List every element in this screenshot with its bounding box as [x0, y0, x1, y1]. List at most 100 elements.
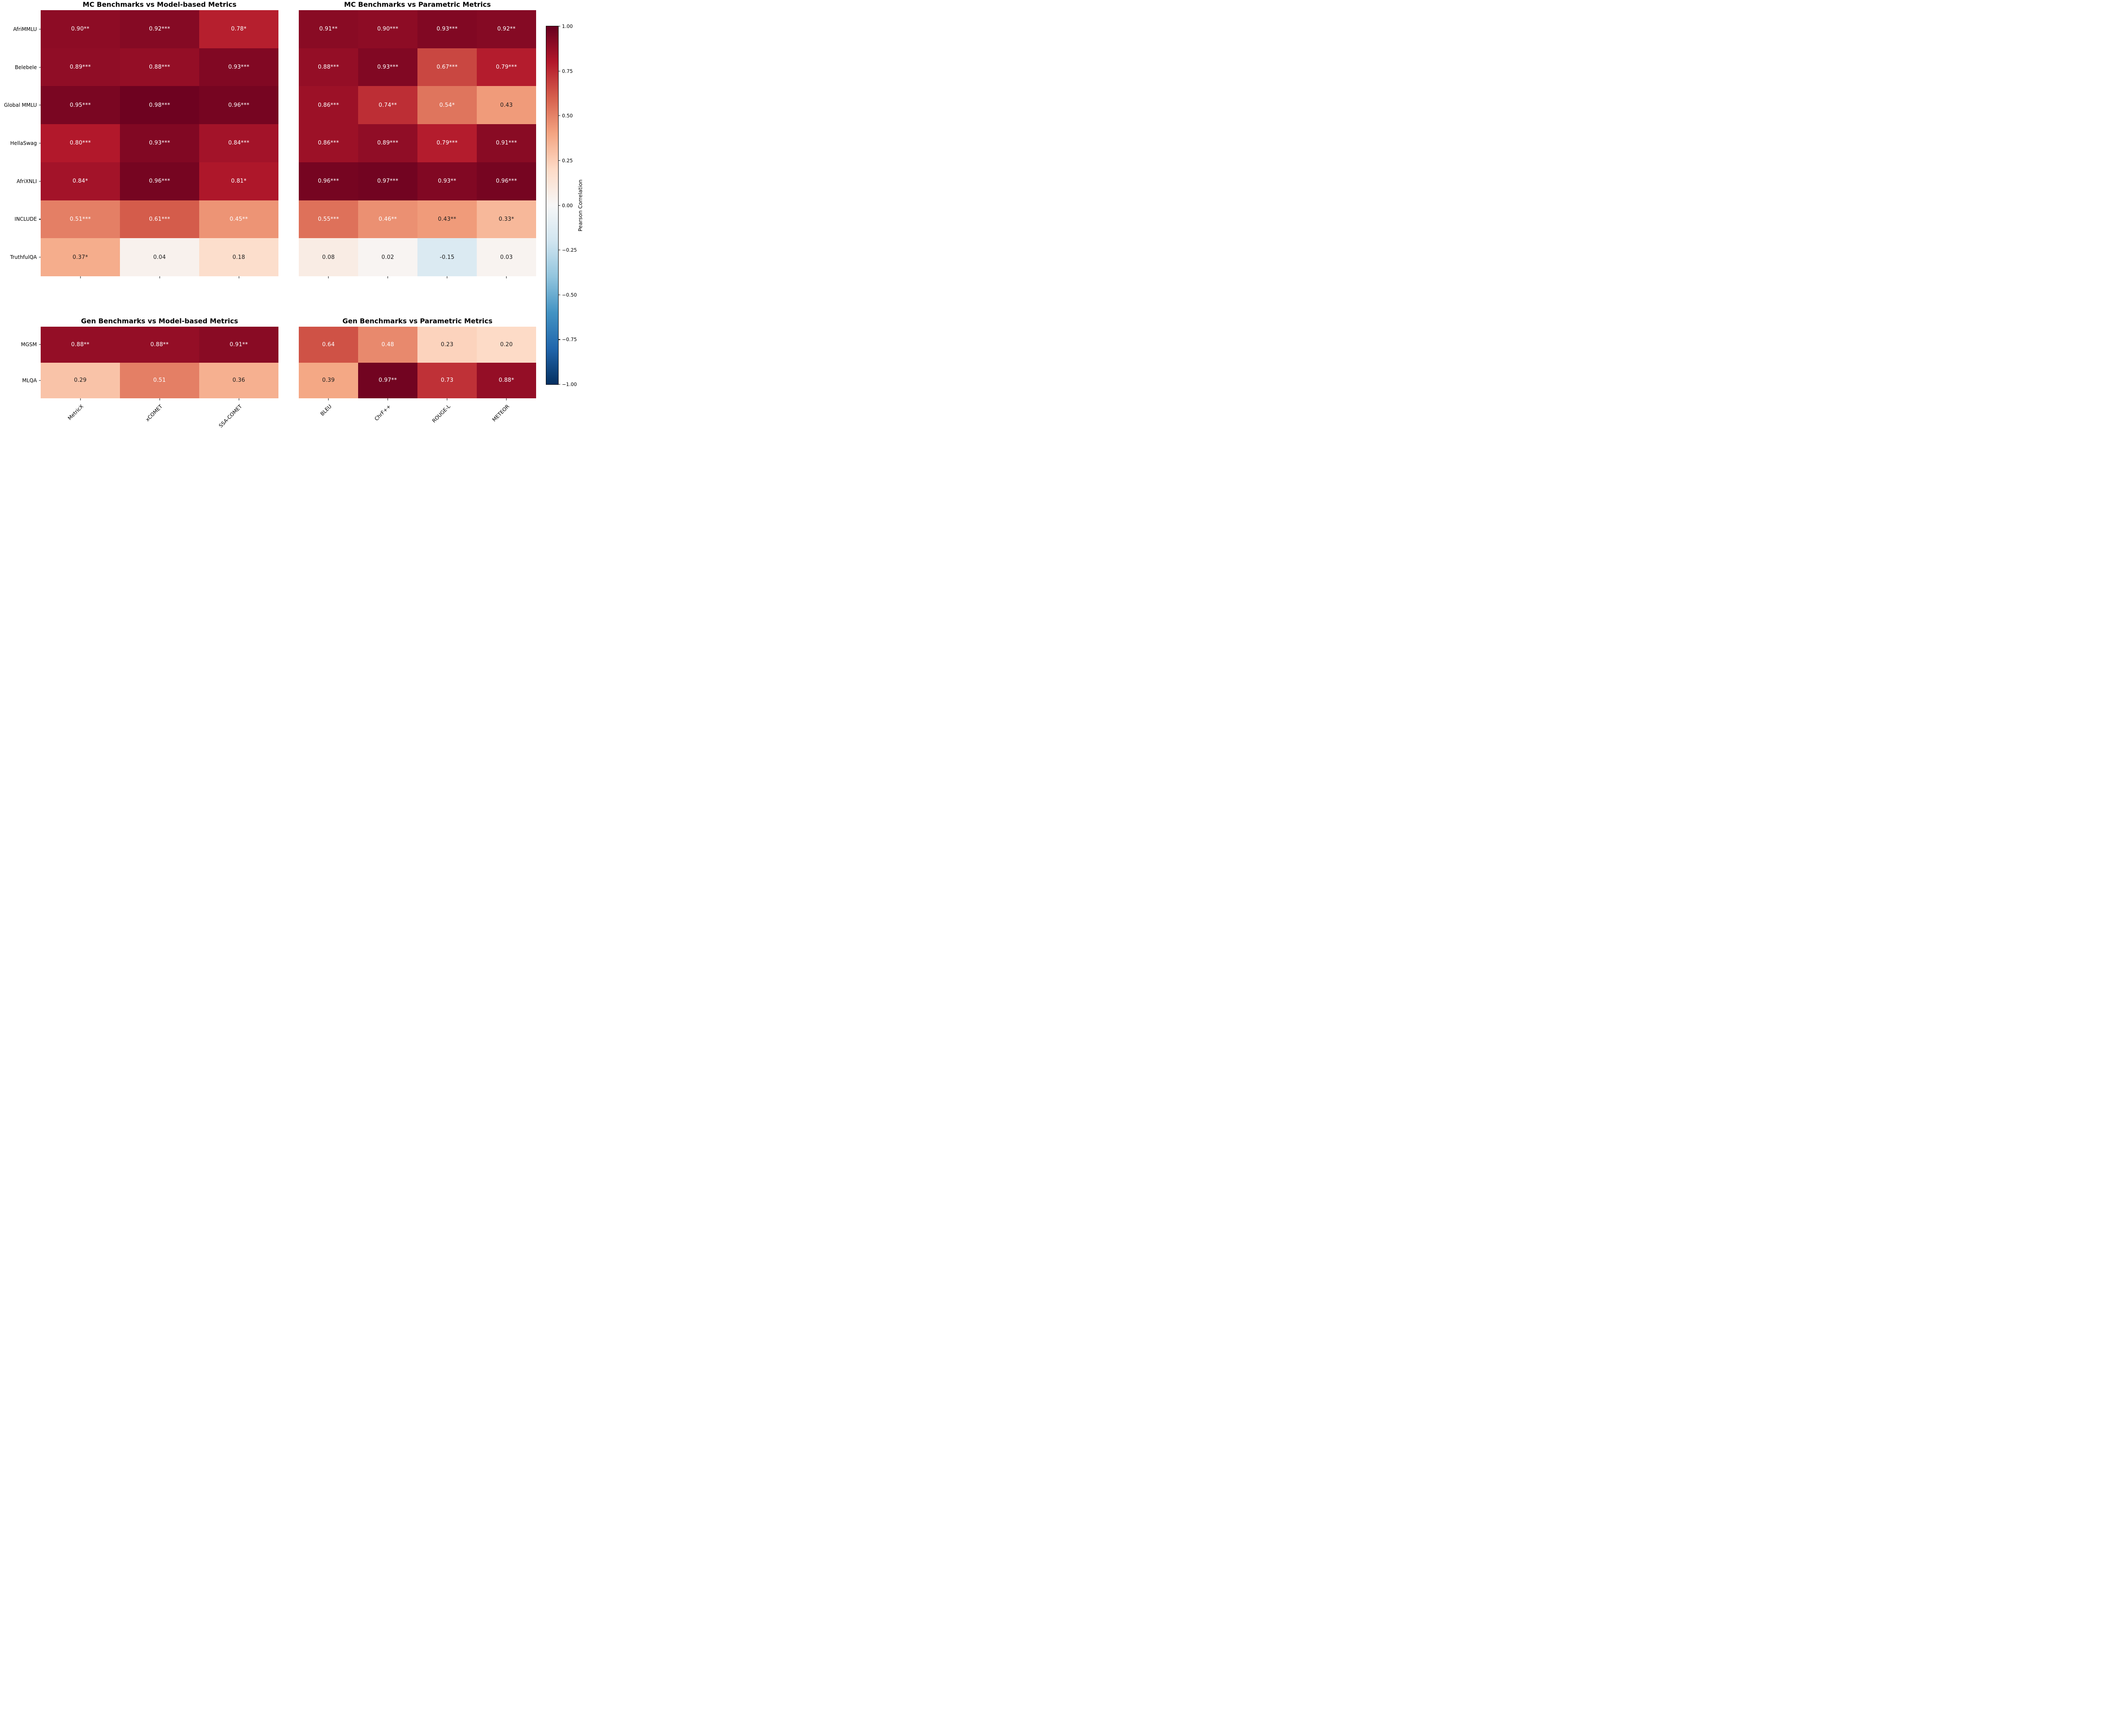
y-axis-tick: [39, 257, 41, 258]
row-label: Global MMLU: [4, 102, 37, 108]
row-label: MGSM: [21, 342, 37, 348]
heatmap-cell: 0.93**: [417, 162, 477, 200]
x-axis-tick: [387, 398, 388, 400]
heatmap-cell: 0.96***: [199, 86, 278, 125]
col-label: ROUGE-L: [431, 403, 451, 424]
heatmap-cell: 0.54*: [417, 86, 477, 125]
heatmap-cell: 0.33*: [477, 200, 536, 239]
heatmap-grid-mc-parametric: 0.91** 0.90*** 0.93*** 0.92** 0.88*** 0.93***…: [299, 10, 536, 276]
heatmap-cell: 0.81*: [199, 162, 278, 200]
heatmap-grid-gen-model-based: 0.88** 0.88** 0.91** 0.29 0.51 0.36: [41, 327, 278, 398]
x-axis-tick: [80, 276, 81, 278]
col-label: xCOMET: [145, 403, 164, 423]
panel-gen-vs-model-based: Gen Benchmarks vs Model-based Metrics 0.…: [21, 317, 278, 429]
x-axis-tick: [159, 276, 160, 278]
row-label: HellaSwag: [10, 140, 37, 146]
panel-gen-vs-parametric: Gen Benchmarks vs Parametric Metrics 0.6…: [299, 317, 536, 424]
heatmap-cell: 0.93***: [358, 48, 417, 86]
panel-title-mc-parametric: MC Benchmarks vs Parametric Metrics: [344, 0, 491, 8]
heatmap-cell: 0.84***: [199, 124, 278, 162]
heatmap-cell: 0.89***: [41, 48, 120, 86]
col-label: ChrF++: [373, 403, 392, 422]
col-label: SSA-COMET: [217, 403, 243, 429]
heatmap-cell: 0.64: [299, 327, 358, 363]
heatmap-cell: 0.90***: [358, 10, 417, 48]
row-label: Belebele: [14, 64, 37, 70]
col-label: BLEU: [319, 403, 333, 417]
row-label: INCLUDE: [14, 216, 37, 222]
colorbar-tick-label: −1.00: [562, 381, 577, 387]
heatmap-cell: 0.67***: [417, 48, 477, 86]
heatmap-cell: 0.96***: [477, 162, 536, 200]
heatmap-cell: 0.61***: [120, 200, 199, 239]
heatmap-cell: 0.92***: [120, 10, 199, 48]
heatmap-cell: 0.74**: [358, 86, 417, 125]
heatmap-cell: 0.88***: [299, 48, 358, 86]
col-label: METEOR: [491, 403, 511, 423]
row-label: AfriXNLI: [17, 178, 37, 184]
heatmap-cell: 0.37*: [41, 238, 120, 276]
colorbar-axis-label: Pearson Correlation: [577, 179, 584, 232]
x-axis-tick: [387, 276, 388, 278]
heatmap-cell: 0.36: [199, 362, 278, 398]
heatmap-cell: 0.78*: [199, 10, 278, 48]
heatmap-cell: 0.79***: [417, 124, 477, 162]
heatmap-cell: 0.95***: [41, 86, 120, 125]
row-label: TruthfulQA: [10, 254, 37, 261]
heatmap-cell: 0.55***: [299, 200, 358, 239]
heatmap-cell: 0.04: [120, 238, 199, 276]
heatmap-cell: 0.46**: [358, 200, 417, 239]
y-axis-tick: [39, 105, 41, 106]
heatmap-cell: 0.79***: [477, 48, 536, 86]
heatmap-cell: 0.39: [299, 362, 358, 398]
heatmap-cell: 0.45**: [199, 200, 278, 239]
heatmap-cell: 0.97**: [358, 362, 417, 398]
colorbar: 1.00 0.75 0.50 0.25 0.00 −0.25 −0.50 −0.75 −1.00: [546, 23, 577, 387]
panel-title-gen-model-based: Gen Benchmarks vs Model-based Metrics: [81, 317, 238, 325]
heatmap-cell: 0.98***: [120, 86, 199, 125]
heatmap-cell: 0.29: [41, 362, 120, 398]
panel-mc-vs-model-based: MC Benchmarks vs Model-based Metrics 0.9…: [4, 0, 278, 278]
heatmap-cell: 0.88***: [120, 48, 199, 86]
heatmap-cell: 0.48: [358, 327, 417, 363]
heatmap-cell: 0.96***: [299, 162, 358, 200]
heatmap-cell: 0.93***: [120, 124, 199, 162]
heatmap-cell: 0.92**: [477, 10, 536, 48]
heatmap-cell: 0.88**: [41, 327, 120, 363]
x-axis-tick: [159, 398, 160, 400]
x-axis-tick: [80, 398, 81, 400]
heatmap-cell: 0.86***: [299, 86, 358, 125]
heatmap-cell: 0.91***: [477, 124, 536, 162]
colorbar-tick: [558, 294, 560, 295]
heatmap-cell: -0.15: [417, 238, 477, 276]
colorbar-tick: [558, 160, 560, 161]
panel-title-gen-parametric: Gen Benchmarks vs Parametric Metrics: [342, 317, 493, 325]
y-axis-tick: [39, 380, 41, 381]
colorbar-tick: [558, 205, 560, 206]
colorbar-tick-label: 0.50: [562, 113, 573, 119]
heatmap-cell: 0.88**: [120, 327, 199, 363]
heatmap-cell: 0.43: [477, 86, 536, 125]
heatmap-cell: 0.18: [199, 238, 278, 276]
heatmap-cell: 0.03: [477, 238, 536, 276]
heatmap-cell: 0.43**: [417, 200, 477, 239]
panel-title-mc-model-based: MC Benchmarks vs Model-based Metrics: [83, 0, 236, 8]
heatmap-cell: 0.51***: [41, 200, 120, 239]
colorbar-tick-label: 0.75: [562, 68, 573, 74]
correlation-heatmaps-figure: MC Benchmarks vs Model-based Metrics 0.9…: [0, 0, 586, 434]
heatmap-cell: 0.91**: [199, 327, 278, 363]
row-label: MLQA: [22, 377, 37, 383]
heatmap-cell: 0.84*: [41, 162, 120, 200]
row-label: AfriMMLU: [13, 26, 37, 32]
heatmap-cell: 0.88*: [477, 362, 536, 398]
heatmap-cell: 0.96***: [120, 162, 199, 200]
heatmap-cell: 0.86***: [299, 124, 358, 162]
col-label: MetricX: [67, 403, 85, 422]
heatmap-cell: 0.89***: [358, 124, 417, 162]
heatmap-cell: 0.80***: [41, 124, 120, 162]
colorbar-tick-label: 0.25: [562, 157, 573, 164]
heatmap-cell: 0.08: [299, 238, 358, 276]
colorbar-tick-label: 1.00: [562, 23, 573, 29]
heatmap-grid-mc-model-based: 0.90** 0.92*** 0.78* 0.89*** 0.88*** 0.93*** 0…: [41, 10, 278, 276]
y-axis-tick: [39, 344, 41, 345]
